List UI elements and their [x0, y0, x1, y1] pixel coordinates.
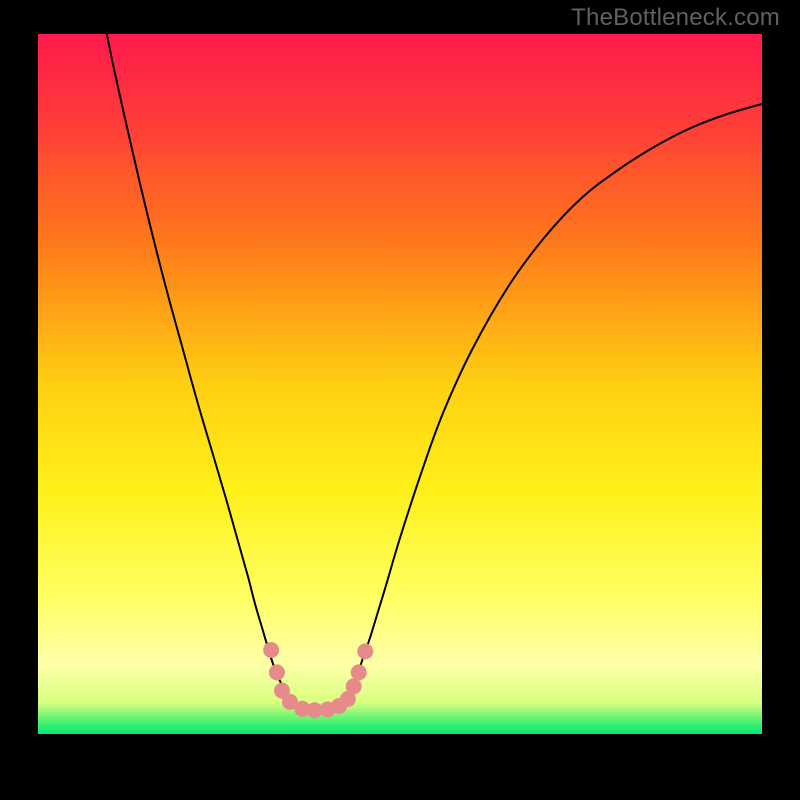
watermark-text: TheBottleneck.com	[571, 4, 780, 32]
bottleneck-curve-chart	[38, 34, 762, 734]
chart-background	[38, 34, 762, 734]
overlay-dot	[263, 642, 279, 658]
overlay-dot	[357, 643, 373, 659]
overlay-dot	[269, 664, 285, 680]
overlay-dot	[351, 664, 367, 680]
chart-container	[38, 34, 762, 734]
overlay-dot	[346, 678, 362, 694]
